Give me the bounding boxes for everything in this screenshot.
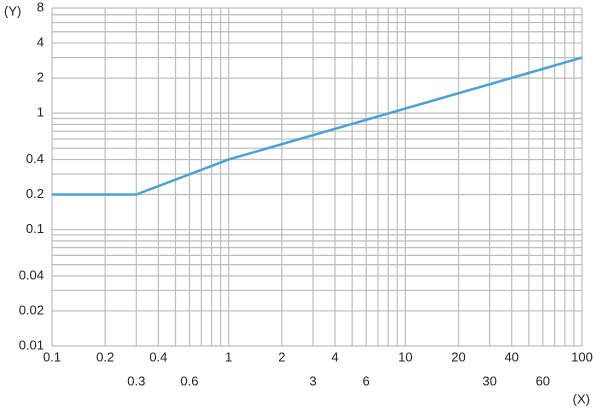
y-tick-label: 1 <box>37 105 44 120</box>
x-tick-label: 0.3 <box>127 373 145 388</box>
y-tick-label: 8 <box>37 0 44 14</box>
y-tick-label: 0.2 <box>26 186 44 201</box>
x-tick-label: 30 <box>482 373 496 388</box>
y-axis-label: (Y) <box>4 3 21 18</box>
y-tick-label: 0.4 <box>26 151 44 166</box>
x-tick-label: 6 <box>363 373 370 388</box>
y-tick-label: 0.02 <box>19 302 44 317</box>
x-tick-label: 100 <box>571 349 593 364</box>
data-line <box>52 56 583 196</box>
x-tick-label: 0.4 <box>149 349 167 364</box>
x-tick-label: 60 <box>536 373 550 388</box>
x-tick-label: 2 <box>278 349 285 364</box>
x-tick-label: 20 <box>451 349 465 364</box>
x-tick-label: 10 <box>398 349 412 364</box>
x-tick-label: 0.2 <box>96 349 114 364</box>
x-tick-label: 0.6 <box>180 373 198 388</box>
x-tick-label: 40 <box>504 349 518 364</box>
y-tick-label: 4 <box>37 34 44 49</box>
y-tick-label: 0.04 <box>19 267 44 282</box>
x-tick-label: 4 <box>331 349 338 364</box>
x-tick-label: 1 <box>225 349 232 364</box>
x-tick-label: 3 <box>309 373 316 388</box>
x-tick-label: 0.1 <box>43 349 61 364</box>
y-tick-label: 0.01 <box>19 337 44 352</box>
x-axis-label: (X) <box>573 391 590 406</box>
y-tick-label: 2 <box>37 70 44 85</box>
y-tick-label: 0.1 <box>26 221 44 236</box>
